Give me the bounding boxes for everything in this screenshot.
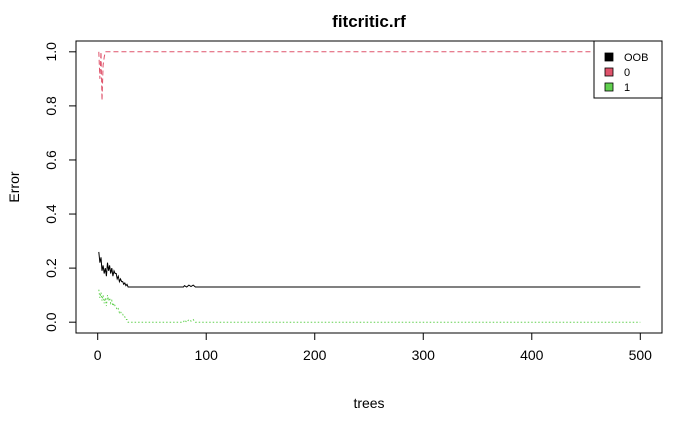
legend-label: OOB bbox=[624, 52, 648, 64]
y-axis-label: Error bbox=[6, 171, 22, 202]
legend-label: 0 bbox=[624, 67, 630, 79]
series-line-oob bbox=[98, 251, 641, 288]
x-tick-label: 500 bbox=[629, 347, 653, 363]
y-axis: 0.0 0.2 0.4 0.6 0.8 1.0 bbox=[43, 42, 77, 332]
x-tick-label: 200 bbox=[303, 347, 327, 363]
x-tick-label: 400 bbox=[520, 347, 544, 363]
y-tick-label: 0.0 bbox=[43, 312, 59, 332]
y-tick-label: 0.4 bbox=[43, 204, 59, 224]
series-line-1 bbox=[98, 289, 641, 323]
y-tick-label: 0.2 bbox=[43, 258, 59, 278]
legend-swatch bbox=[604, 67, 614, 77]
x-axis: 0 100 200 300 400 500 bbox=[94, 332, 653, 363]
y-tick-label: 0.6 bbox=[43, 150, 59, 170]
series-layer bbox=[98, 51, 641, 323]
x-tick-label: 100 bbox=[195, 347, 219, 363]
legend-swatch bbox=[604, 52, 614, 62]
x-tick-label: 0 bbox=[94, 347, 102, 363]
legend-label: 1 bbox=[624, 82, 630, 94]
y-tick-label: 1.0 bbox=[43, 42, 59, 62]
y-tick-label: 0.8 bbox=[43, 96, 59, 116]
chart-title: fitcritic.rf bbox=[332, 12, 406, 31]
plot-frame bbox=[75, 40, 663, 334]
legend-swatch bbox=[604, 82, 614, 92]
x-tick-label: 300 bbox=[412, 347, 436, 363]
legend: OOB 0 1 bbox=[593, 40, 663, 99]
x-axis-label: trees bbox=[353, 395, 384, 411]
series-line-0 bbox=[98, 51, 641, 101]
